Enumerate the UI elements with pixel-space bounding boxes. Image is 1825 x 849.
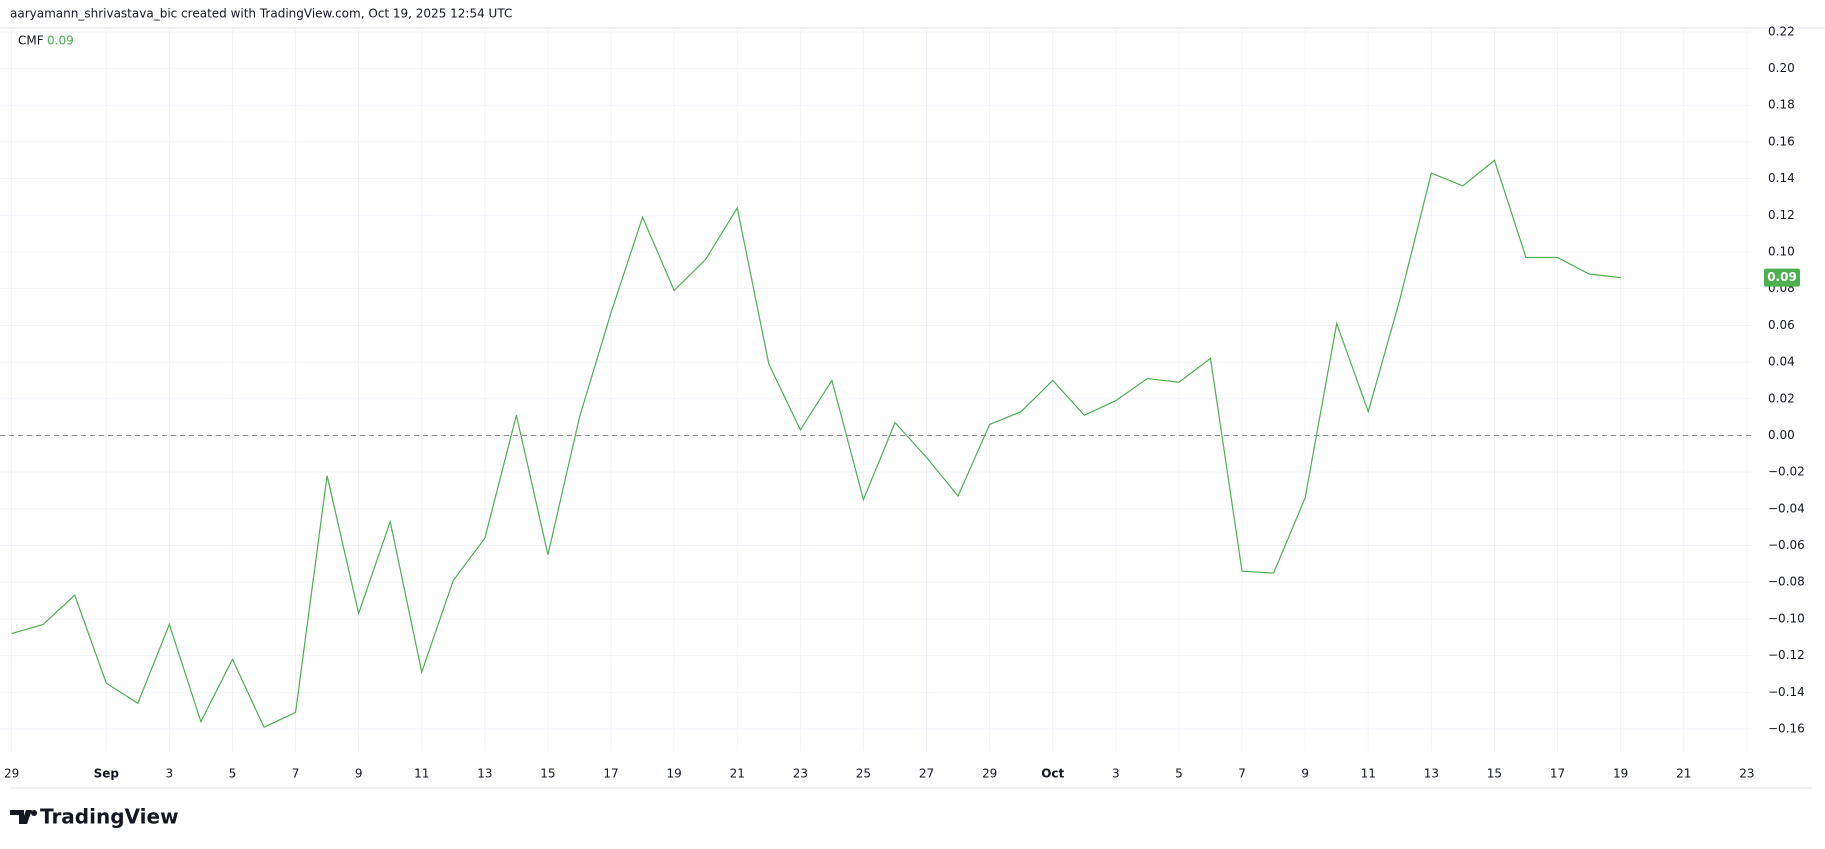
x-tick-label: 5 bbox=[229, 767, 237, 781]
x-tick-label: 9 bbox=[1301, 767, 1309, 781]
x-tick-label: 19 bbox=[667, 767, 682, 781]
legend-value: 0.09 bbox=[47, 34, 74, 48]
y-tick-label: 0.14 bbox=[1768, 171, 1795, 185]
x-tick-label: 29 bbox=[982, 767, 997, 781]
y-tick-label: −0.12 bbox=[1768, 648, 1805, 662]
legend-name: CMF bbox=[18, 34, 44, 48]
y-tick-label: 0.20 bbox=[1768, 61, 1795, 75]
series-line bbox=[11, 159, 1621, 728]
x-tick-label: 13 bbox=[477, 767, 492, 781]
last-value-badge bbox=[1764, 268, 1800, 287]
y-tick-label: 0.12 bbox=[1768, 208, 1795, 222]
y-tick-label: 0.06 bbox=[1768, 318, 1795, 332]
x-tick-label: 3 bbox=[1112, 767, 1120, 781]
x-tick-label: 21 bbox=[730, 767, 745, 781]
y-tick-label: −0.06 bbox=[1768, 538, 1805, 552]
x-tick-label: 23 bbox=[1739, 767, 1754, 781]
x-tick-label: 9 bbox=[355, 767, 363, 781]
y-tick-label: −0.08 bbox=[1768, 575, 1805, 589]
x-tick-label: Sep bbox=[94, 767, 120, 781]
y-tick-label: 0.16 bbox=[1768, 134, 1795, 148]
y-tick-label: −0.02 bbox=[1768, 465, 1805, 479]
brand-logo: TradingView bbox=[10, 805, 179, 829]
y-tick-label: −0.10 bbox=[1768, 611, 1805, 625]
y-tick-label: 0.02 bbox=[1768, 391, 1795, 405]
x-tick-label: 17 bbox=[1550, 767, 1565, 781]
x-tick-label: 13 bbox=[1424, 767, 1439, 781]
x-tick-label: Oct bbox=[1041, 767, 1064, 781]
y-tick-label: 0.10 bbox=[1768, 244, 1795, 258]
x-tick-label: 25 bbox=[856, 767, 871, 781]
attribution: aaryamann_shrivastava_bic created with T… bbox=[10, 7, 512, 21]
y-tick-label: −0.04 bbox=[1768, 501, 1805, 515]
last-value-label: 0.09 bbox=[1767, 270, 1797, 284]
y-tick-label: 0.18 bbox=[1768, 98, 1795, 112]
x-tick-label: 11 bbox=[414, 767, 429, 781]
x-tick-label: 5 bbox=[1175, 767, 1183, 781]
y-tick-label: −0.14 bbox=[1768, 685, 1805, 699]
y-tick-label: 0.04 bbox=[1768, 355, 1795, 369]
y-tick-label: 0.00 bbox=[1768, 428, 1795, 442]
x-tick-label: 17 bbox=[603, 767, 618, 781]
x-tick-label: 29 bbox=[4, 767, 19, 781]
x-tick-label: 3 bbox=[166, 767, 174, 781]
x-tick-label: 27 bbox=[919, 767, 934, 781]
x-tick-label: 7 bbox=[1238, 767, 1246, 781]
y-tick-label: 0.22 bbox=[1768, 24, 1795, 38]
x-tick-label: 19 bbox=[1613, 767, 1628, 781]
x-tick-label: 21 bbox=[1676, 767, 1691, 781]
x-tick-label: 15 bbox=[540, 767, 555, 781]
brand-name: TradingView bbox=[40, 805, 179, 829]
x-tick-label: 11 bbox=[1361, 767, 1376, 781]
y-tick-label: −0.16 bbox=[1768, 721, 1805, 735]
grid bbox=[0, 30, 1752, 751]
x-tick-label: 23 bbox=[793, 767, 808, 781]
x-tick-label: 15 bbox=[1487, 767, 1502, 781]
x-tick-label: 7 bbox=[292, 767, 300, 781]
